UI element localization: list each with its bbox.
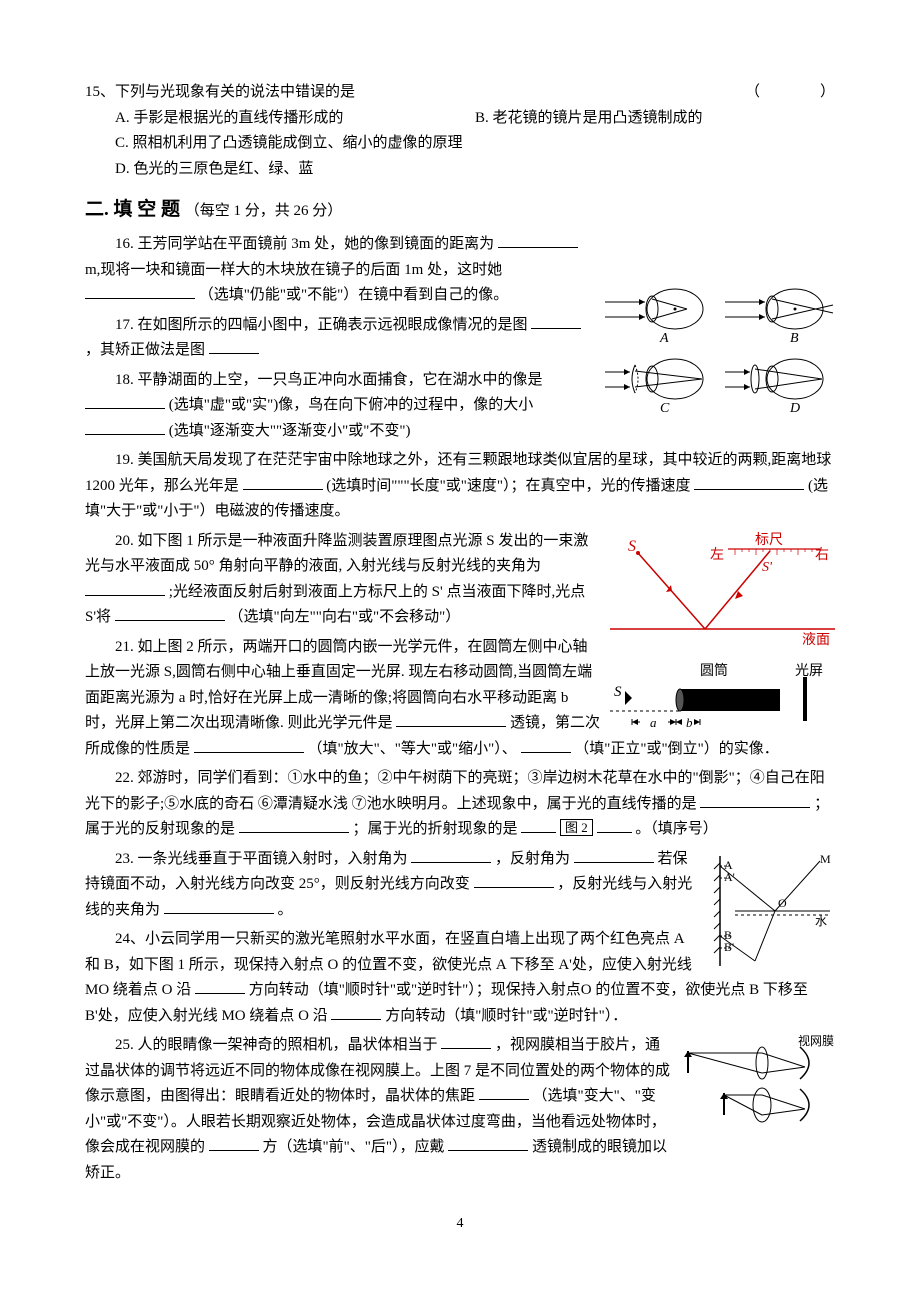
q18-blank2[interactable] bbox=[85, 420, 165, 435]
q15: 15、下列与光现象有关的说法中错误的是 （ ） A. 手影是根据光的直线传播形成… bbox=[85, 80, 835, 182]
left-label: 左 bbox=[710, 547, 724, 563]
q20-c: （选填"向左""向右"或"不会移动"） bbox=[229, 609, 461, 625]
liquid-level-svg: S 标尺 左 右 S' 液面 bbox=[610, 529, 835, 649]
q20-blank2[interactable] bbox=[115, 606, 225, 621]
screen-label: 光屏 bbox=[795, 663, 823, 679]
page-number: 4 bbox=[85, 1212, 835, 1236]
q23-blank4[interactable] bbox=[164, 899, 274, 914]
figA-label: A bbox=[659, 331, 669, 346]
q22-d: 。（填序号） bbox=[635, 821, 718, 837]
q15-opts: A. 手影是根据光的直线传播形成的 B. 老花镜的镜片是用凸透镜制成的 C. 照… bbox=[85, 106, 835, 183]
a-label: a bbox=[650, 715, 657, 730]
q15-opt-a: A. 手影是根据光的直线传播形成的 bbox=[115, 106, 475, 132]
q24-figure: A A' M O 水 B B' bbox=[710, 851, 835, 971]
q22-c: ；属于光的折射现象的是 bbox=[353, 821, 518, 837]
s-label: S bbox=[628, 538, 636, 555]
q25-blank3[interactable] bbox=[209, 1136, 259, 1151]
q19-b: (选填时间"""长度"或"速度"）；在真空中，光的传播速度 bbox=[326, 478, 690, 494]
section2-title: 二. 填 空 题 （每空 1 分，共 26 分） bbox=[85, 194, 835, 226]
q22-blank1[interactable] bbox=[700, 793, 810, 808]
scale-label: 标尺 bbox=[755, 532, 783, 548]
q15-opt-d: D. 色光的三原色是红、绿、蓝 bbox=[115, 157, 835, 183]
q17-blank2[interactable] bbox=[209, 339, 259, 354]
q23-e: 。 bbox=[278, 902, 293, 918]
q22-blank3[interactable] bbox=[521, 818, 556, 833]
q21-c: （填"放大"、"等大"或"缩小"）、 bbox=[308, 741, 517, 757]
q16-blank2[interactable] bbox=[85, 284, 195, 299]
eye-diagrams-svg: A B C bbox=[595, 282, 835, 422]
q16-a: 16. 王芳同学站在平面镜前 3m 处，她的像到镜面的距离为 bbox=[115, 236, 494, 252]
water-lab: 水 bbox=[815, 914, 827, 928]
q23-b: ，反射角为 bbox=[495, 851, 570, 867]
q20-blank1[interactable] bbox=[85, 581, 165, 596]
q19: 19. 美国航天局发现了在茫茫宇宙中除地球之外，还有三颗跟地球类似宜居的星球，其… bbox=[85, 448, 835, 525]
q16-blank1[interactable] bbox=[498, 233, 578, 248]
q22: 22. 郊游时，同学们看到：①水中的鱼；②中午树荫下的亮斑；③岸边树木花草在水中… bbox=[85, 766, 835, 843]
q21-figure: 圆筒 光屏 S a b bbox=[610, 661, 835, 731]
q15-stem: 15、下列与光现象有关的说法中错误的是 bbox=[85, 84, 355, 100]
q21-d: （填"正立"或"倒立"）的实像． bbox=[574, 741, 779, 757]
q21-blank3[interactable] bbox=[521, 738, 571, 753]
q25-d: 方（选填"前"、"后"），应戴 bbox=[263, 1139, 445, 1155]
q18-b: (选填"虚"或"实")像，鸟在向下俯冲的过程中，像的大小 bbox=[169, 397, 534, 413]
q16-b: m,现将一块和镜面一样大的木块放在镜子的后面 1m 处，这时她 bbox=[85, 262, 502, 278]
q16-c: （选填"仍能"或"不能"）在镜中看到自己的像。 bbox=[199, 287, 509, 303]
s2-label: S' bbox=[762, 560, 773, 575]
q15-stem-row: 15、下列与光现象有关的说法中错误的是 （ ） bbox=[85, 80, 835, 106]
fig2-caption: 图 2 bbox=[560, 819, 593, 836]
q17-b: ，其矫正做法是图 bbox=[85, 342, 205, 358]
figC-label: C bbox=[660, 401, 670, 416]
q17-a: 17. 在如图所示的四幅小图中，正确表示远视眼成像情况的是图 bbox=[115, 317, 528, 333]
q20-figure: S 标尺 左 右 S' 液面 bbox=[610, 529, 835, 649]
eye-lens-svg: 视网膜 bbox=[680, 1033, 835, 1138]
wall-reflect-svg: A A' M O 水 B B' bbox=[710, 851, 835, 971]
q21-blank1[interactable] bbox=[396, 712, 506, 727]
figB-label: B bbox=[790, 331, 799, 346]
q25-a: 25. 人的眼睛像一架神奇的照相机，晶状体相当于 bbox=[115, 1037, 438, 1053]
q17-figure: A B C bbox=[595, 282, 835, 422]
q18-c: (选填"逐渐变大""逐渐变小"或"不变") bbox=[169, 423, 411, 439]
q17-blank1[interactable] bbox=[531, 314, 581, 329]
section2-title-sub: （每空 1 分，共 26 分） bbox=[185, 203, 343, 219]
s-label-cyl: S bbox=[614, 684, 622, 700]
b-label: b bbox=[686, 715, 693, 730]
q19-blank1[interactable] bbox=[243, 475, 323, 490]
q15-paren: （ ） bbox=[745, 80, 835, 106]
q23-blank1[interactable] bbox=[411, 848, 491, 863]
q19-blank2[interactable] bbox=[694, 475, 804, 490]
q23-blank3[interactable] bbox=[474, 873, 554, 888]
q18-blank1[interactable] bbox=[85, 394, 165, 409]
q25-figure: 视网膜 bbox=[680, 1033, 835, 1138]
q24-c: 方向转动（填"顺时针"或"逆时针"）． bbox=[385, 1008, 627, 1024]
liquid-label: 液面 bbox=[802, 632, 830, 648]
q24-blank1[interactable] bbox=[195, 979, 245, 994]
q21-blank2[interactable] bbox=[194, 738, 304, 753]
q25-blank2[interactable] bbox=[479, 1085, 529, 1100]
cyl-label: 圆筒 bbox=[700, 662, 728, 679]
q18-a: 18. 平静湖面的上空，一只鸟正冲向水面捕食，它在湖水中的像是 bbox=[115, 372, 543, 388]
retina-label: 视网膜 bbox=[798, 1033, 834, 1048]
q15-opt-b: B. 老花镜的镜片是用凸透镜制成的 bbox=[475, 106, 835, 132]
q23-blank2[interactable] bbox=[574, 848, 654, 863]
q22-blank3b[interactable] bbox=[597, 818, 632, 833]
q15-opt-c: C. 照相机利用了凸透镜能成倒立、缩小的虚像的原理 bbox=[115, 131, 835, 157]
q25-blank1[interactable] bbox=[441, 1034, 491, 1049]
M-lab: M bbox=[820, 852, 831, 866]
q20-a: 20. 如下图 1 所示是一种液面升降监测装置原理图点光源 S 发出的一束激光与… bbox=[85, 533, 588, 575]
q25-blank4[interactable] bbox=[448, 1136, 528, 1151]
q24-blank2[interactable] bbox=[331, 1005, 381, 1020]
cylinder-svg: 圆筒 光屏 S a b bbox=[610, 661, 835, 731]
section2-title-main: 二. 填 空 题 bbox=[85, 199, 180, 220]
q22-blank2[interactable] bbox=[239, 818, 349, 833]
O-lab: O bbox=[778, 896, 787, 910]
q23-a: 23. 一条光线垂直于平面镜入射时，入射角为 bbox=[115, 851, 408, 867]
figD-label: D bbox=[789, 401, 800, 416]
